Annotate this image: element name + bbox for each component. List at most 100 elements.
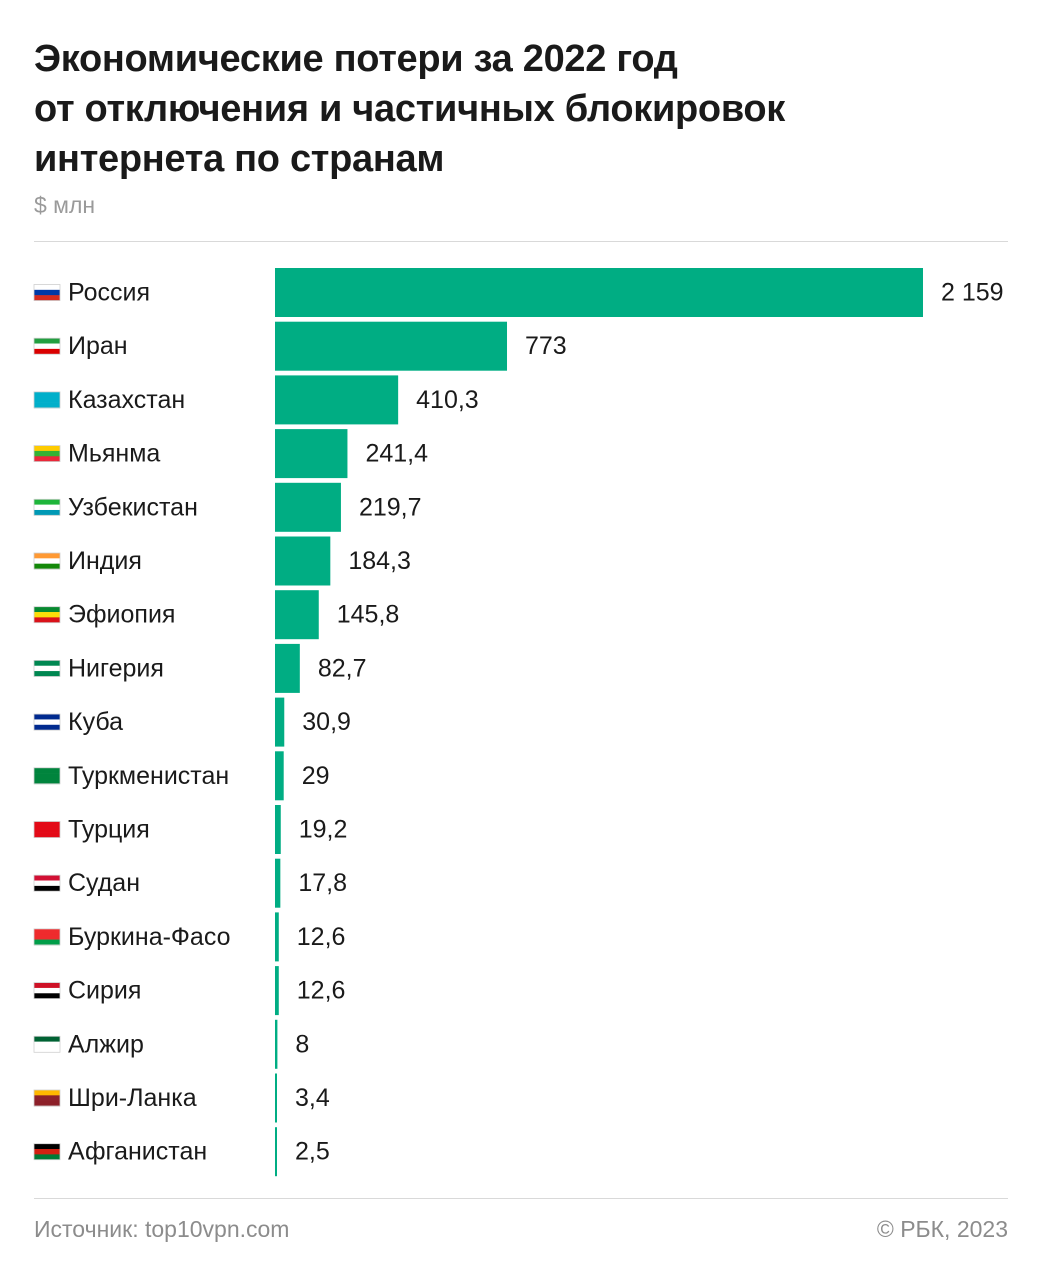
value-label: 17,8 [298, 869, 347, 897]
value-label: 3,4 [295, 1084, 330, 1112]
flag-icon [33, 606, 61, 624]
bar [275, 966, 279, 1016]
category-label: Нигерия [68, 654, 164, 682]
flag-stripe [34, 821, 60, 828]
bar [275, 536, 331, 586]
flag-icon [33, 391, 61, 409]
flag-stripe [34, 295, 60, 301]
flag-icon [33, 498, 61, 516]
flag-border [33, 1143, 61, 1161]
flag-border [33, 821, 61, 838]
flag-stripe [34, 1100, 60, 1107]
flag-border [33, 874, 61, 892]
category-label: Афганистан [68, 1138, 207, 1166]
flag-stripe [34, 509, 60, 516]
flag-stripe [34, 982, 60, 989]
value-label: 12,6 [297, 923, 346, 951]
flag-stripe [34, 348, 60, 355]
value-label: 30,9 [302, 708, 351, 736]
flag-border [33, 606, 61, 624]
category-label: Индия [68, 547, 142, 575]
flag-stripe [34, 767, 60, 774]
flag-border [33, 498, 61, 516]
flag-icon [33, 1035, 61, 1053]
flag-icon [33, 552, 61, 570]
category-label: Эфиопия [68, 601, 175, 629]
flag-stripe [34, 724, 60, 731]
flag-stripe [34, 778, 60, 785]
category-label: Казахстан [68, 386, 185, 414]
flag-stripe [34, 939, 60, 946]
flag-stripe [34, 826, 60, 833]
flag-stripe [34, 928, 60, 935]
value-label: 219,7 [359, 493, 422, 521]
flag-icon [33, 337, 61, 355]
flag-stripe [34, 338, 60, 344]
flag-stripe [34, 665, 60, 672]
flag-stripe [34, 993, 60, 999]
value-label: 12,6 [297, 977, 346, 1005]
flag-stripe [34, 289, 60, 296]
flag-icon [33, 1143, 61, 1161]
flag-stripe [34, 1149, 60, 1155]
flag-stripe [34, 284, 60, 291]
flag-stripe [34, 456, 60, 462]
flag-stripe [34, 719, 60, 726]
flag-icon [33, 767, 61, 785]
flag-icon [33, 713, 61, 731]
bar [275, 751, 284, 801]
flag-stripe [34, 934, 60, 940]
flag-stripe [34, 1154, 60, 1160]
flag-stripe [34, 343, 60, 350]
category-label: Судан [68, 869, 140, 897]
flag-border [33, 713, 61, 731]
value-label: 82,7 [318, 654, 367, 682]
flag-stripe [34, 606, 60, 613]
bar [275, 912, 279, 962]
bar [275, 643, 300, 693]
flag-stripe [34, 617, 60, 623]
value-label: 241,4 [365, 440, 428, 468]
flag-stripe [34, 445, 60, 452]
bar [275, 429, 348, 479]
category-label: Шри-Ланка [68, 1084, 197, 1112]
value-label: 773 [525, 332, 567, 360]
flag-border [33, 1035, 61, 1053]
copyright-text: © РБК, 2023 [876, 1216, 1008, 1242]
flag-stripe [34, 987, 60, 994]
flag-border [33, 445, 61, 463]
flag-stripe [34, 450, 60, 457]
bar [275, 268, 923, 317]
bar [275, 858, 281, 908]
bar [275, 375, 399, 425]
value-label: 8 [295, 1030, 309, 1058]
flag-stripe [34, 1090, 60, 1096]
flag-stripe [34, 563, 60, 570]
flag-border [33, 337, 61, 355]
chart-title-line-1: Экономические потери за 2022 год [34, 38, 678, 80]
category-label: Алжир [68, 1030, 144, 1058]
value-label: 2,5 [295, 1138, 330, 1166]
bar [275, 805, 281, 854]
flag-stripe [34, 1036, 60, 1042]
flag-stripe [34, 1095, 60, 1101]
flag-stripe [34, 880, 60, 887]
flag-border [33, 284, 61, 301]
top-divider [34, 241, 1008, 242]
flag-border [33, 391, 61, 409]
bar [275, 697, 285, 747]
flag-stripe [34, 660, 60, 667]
flag-icon [33, 284, 61, 301]
category-label: Мьянма [68, 440, 160, 468]
bar [275, 1019, 278, 1069]
category-label: Сирия [68, 977, 141, 1005]
flag-icon [33, 1089, 61, 1107]
flag-icon [33, 874, 61, 892]
flag-border [33, 660, 61, 677]
chart-title-line-2: от отключения и частичных блокировок [34, 88, 786, 130]
flag-border [33, 767, 61, 785]
flag-icon [33, 928, 61, 946]
flag-icon [33, 982, 61, 999]
value-label: 410,3 [416, 386, 479, 414]
